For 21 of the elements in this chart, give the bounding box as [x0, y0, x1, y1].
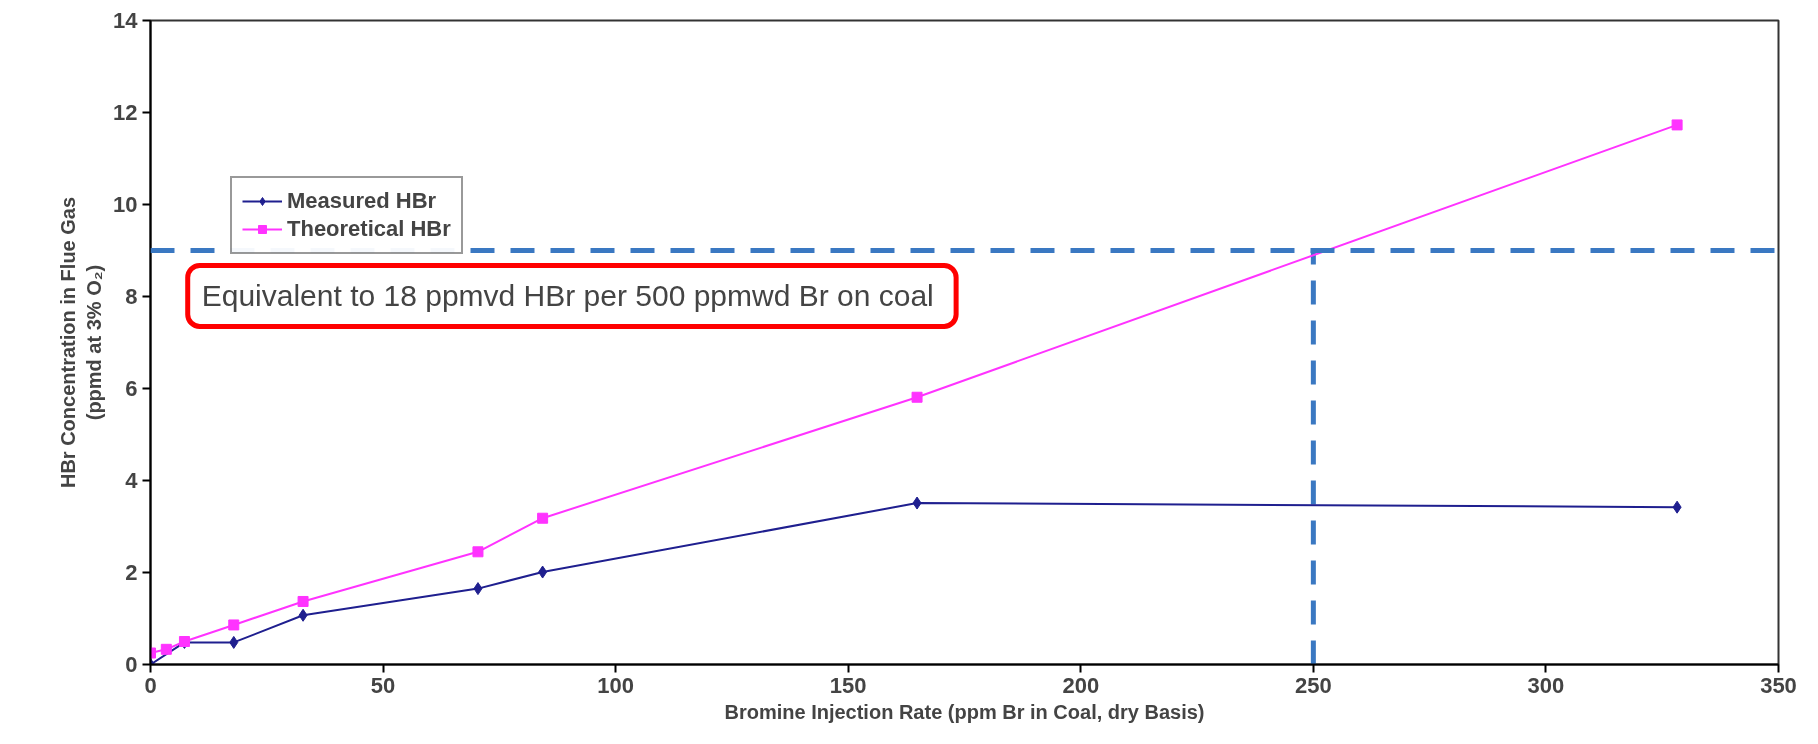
legend-label: Theoretical HBr	[287, 216, 451, 242]
y-tick-label: 4	[125, 468, 139, 493]
legend-label: Measured HBr	[287, 188, 437, 214]
y-tick-label: 14	[113, 8, 139, 33]
y-axis-title: HBr Concentration in Flue Gas (ppmd at 3% O₂)	[56, 196, 106, 489]
x-axis-title: Bromine Injection Rate (ppm Br in Coal, dry Basis)	[724, 700, 1205, 723]
x-tick-label: 100	[597, 672, 635, 698]
y-tick-label: 2	[125, 560, 138, 585]
x-tick-label: 150	[829, 672, 867, 698]
y-tick-label: 12	[113, 100, 138, 125]
annotation: Equivalent to 18 ppmvd HBr per 500 ppmwd Br on coal	[201, 279, 934, 313]
x-tick-label: 350	[1760, 672, 1797, 698]
y-tick-label: 10	[113, 192, 138, 217]
y-tick-label: 6	[125, 376, 138, 401]
x-tick-label: 250	[1295, 672, 1332, 698]
y-tick-label: 8	[125, 284, 138, 309]
x-tick-label: 200	[1062, 672, 1100, 698]
x-tick-label: 300	[1527, 672, 1565, 698]
x-tick-label: 50	[370, 672, 396, 698]
x-tick-label: 0	[144, 672, 157, 698]
y-tick-label: 0	[125, 652, 138, 677]
